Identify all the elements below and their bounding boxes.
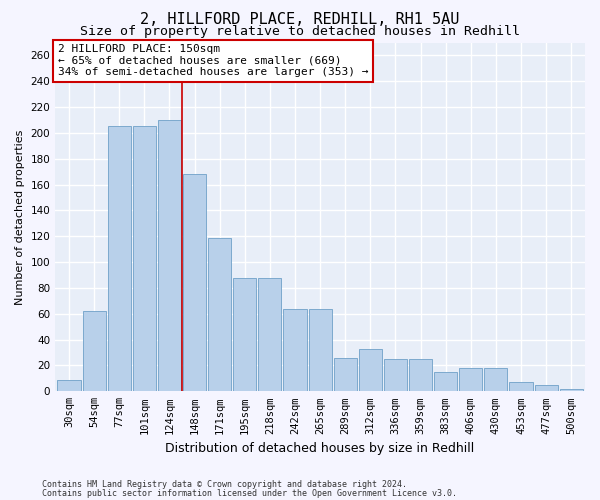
X-axis label: Distribution of detached houses by size in Redhill: Distribution of detached houses by size … (166, 442, 475, 455)
Bar (459, 368, 482, 392)
Bar (509, 382, 533, 392)
Bar (183, 174, 206, 392)
Bar (107, 126, 131, 392)
Bar (283, 308, 307, 392)
Y-axis label: Number of detached properties: Number of detached properties (15, 129, 25, 304)
Text: 2 HILLFORD PLACE: 150sqm
← 65% of detached houses are smaller (669)
34% of semi-: 2 HILLFORD PLACE: 150sqm ← 65% of detach… (58, 44, 368, 78)
Bar (58, 380, 80, 392)
Bar (334, 358, 357, 392)
Bar (560, 388, 583, 392)
Text: Contains public sector information licensed under the Open Government Licence v3: Contains public sector information licen… (42, 488, 457, 498)
Bar (133, 126, 156, 392)
Text: 2, HILLFORD PLACE, REDHILL, RH1 5AU: 2, HILLFORD PLACE, REDHILL, RH1 5AU (140, 12, 460, 28)
Bar (409, 359, 432, 392)
Bar (359, 348, 382, 392)
Bar (384, 359, 407, 392)
Bar (434, 372, 457, 392)
Bar (484, 368, 508, 392)
Text: Size of property relative to detached houses in Redhill: Size of property relative to detached ho… (80, 25, 520, 38)
Bar (83, 311, 106, 392)
Text: Contains HM Land Registry data © Crown copyright and database right 2024.: Contains HM Land Registry data © Crown c… (42, 480, 407, 489)
Bar (158, 120, 181, 392)
Bar (208, 238, 231, 392)
Bar (535, 385, 557, 392)
Bar (233, 278, 256, 392)
Bar (259, 278, 281, 392)
Bar (308, 308, 332, 392)
